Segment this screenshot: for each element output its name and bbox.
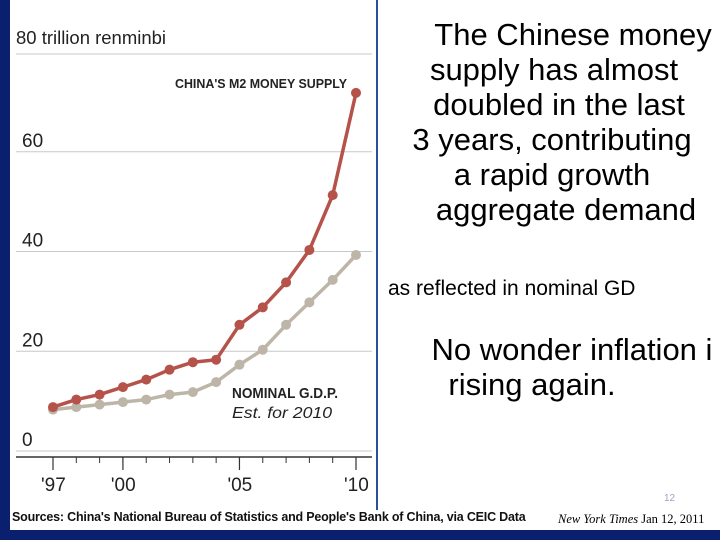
data-point — [211, 377, 222, 388]
headline-text: The Chinese money supply has almost doub… — [384, 17, 720, 227]
data-point — [187, 357, 198, 368]
subline-text: as reflected in nominal GD — [388, 277, 636, 300]
data-point — [117, 382, 128, 393]
data-point — [94, 399, 105, 410]
conclusion-line: No wonder inflation i — [431, 332, 713, 367]
citation-date: Jan 12, 2011 — [641, 512, 705, 526]
data-point — [187, 387, 198, 398]
headline-line: doubled in the last — [433, 87, 685, 122]
conclusion-line: rising again. — [448, 367, 616, 402]
data-point — [327, 190, 338, 201]
citation: New York Times Jan 12, 2011 — [558, 512, 704, 527]
data-point — [164, 364, 175, 375]
series-layer — [48, 87, 361, 415]
data-point — [211, 354, 222, 365]
x-tick-label: '05 — [227, 475, 252, 496]
data-point — [304, 297, 315, 308]
chart-panel: 0 20 40 60 '97 '00 '05 '10 80 trillion renminbi… — [10, 0, 376, 530]
series-label-m2: CHINA'S M2 MONEY SUPPLY — [175, 76, 347, 91]
data-point — [351, 249, 361, 260]
data-point — [71, 402, 82, 413]
y-tick-label: 0 — [22, 430, 33, 451]
axis-layer: 0 20 40 60 '97 '00 '05 '10 — [16, 131, 372, 496]
chart-source-note: Sources: China's National Bureau of Stat… — [12, 510, 526, 524]
data-point — [141, 394, 152, 405]
slide-bottom-band — [0, 530, 720, 540]
headline-line: a rapid growth — [453, 157, 651, 192]
data-point — [327, 274, 338, 285]
headline-line: aggregate demand — [435, 192, 697, 227]
data-point — [71, 394, 82, 405]
headline-line: supply has almost — [429, 52, 679, 87]
data-point — [234, 359, 245, 370]
money-supply-chart: 0 20 40 60 '97 '00 '05 '10 80 trillion renminbi… — [16, 28, 372, 496]
y-tick-label: 60 — [22, 131, 43, 152]
data-point — [351, 87, 361, 98]
x-tick-label: '10 — [344, 475, 369, 496]
data-point — [234, 319, 245, 330]
y-tick-label: 40 — [22, 231, 43, 252]
x-tick-label: '97 — [41, 475, 66, 496]
data-point — [257, 302, 268, 313]
data-point — [164, 389, 175, 400]
slide-number: 12 — [664, 493, 676, 504]
y-axis-label: 80 trillion renminbi — [16, 28, 166, 48]
data-point — [94, 389, 105, 400]
data-point — [48, 402, 58, 413]
y-tick-label: 20 — [22, 330, 43, 351]
data-point — [117, 397, 128, 408]
data-point — [141, 374, 152, 385]
gdp-estimate-note: Est. for 2010 — [232, 405, 332, 422]
citation-source: New York Times — [558, 512, 639, 526]
data-point — [304, 244, 315, 255]
headline-line: 3 years, contributing — [412, 122, 692, 157]
data-point — [281, 277, 292, 288]
panel-divider — [376, 0, 378, 510]
headline-line: The Chinese money — [434, 17, 712, 52]
series-label-gdp: NOMINAL G.D.P. — [232, 385, 338, 402]
conclusion-text: No wonder inflation i rising again. — [384, 332, 720, 402]
data-point — [257, 344, 268, 355]
data-point — [281, 319, 292, 330]
x-tick-label: '00 — [111, 475, 136, 496]
